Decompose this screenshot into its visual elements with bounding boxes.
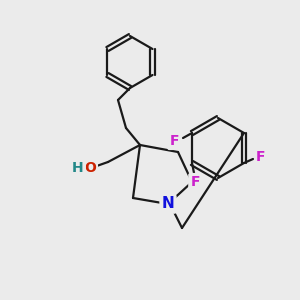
Text: F: F	[256, 150, 266, 164]
Text: H: H	[72, 161, 84, 175]
Text: N: N	[162, 196, 174, 211]
Text: F: F	[190, 175, 200, 189]
Text: O: O	[84, 161, 96, 175]
Text: F: F	[169, 134, 179, 148]
